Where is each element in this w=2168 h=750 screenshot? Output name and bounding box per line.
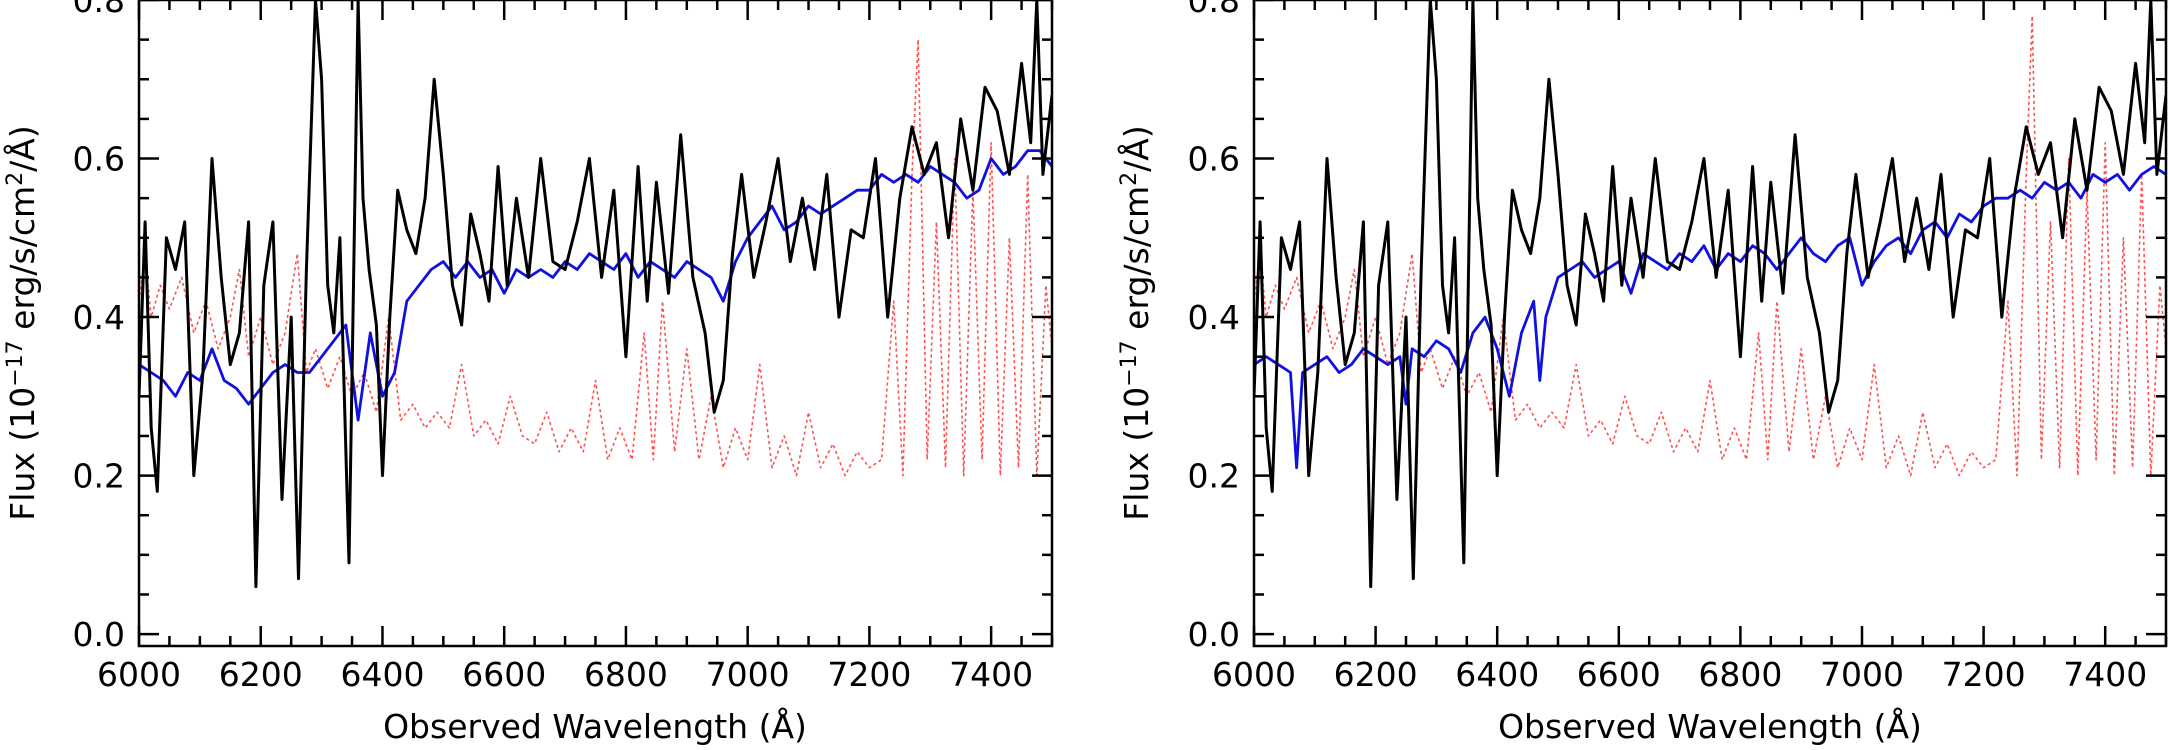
right-y-label-suffix: /Å) (1116, 125, 1156, 172)
right-y-tick-label: 0.6 (1188, 140, 1240, 179)
right-y-label-exponent: −17 (1117, 340, 1142, 386)
right-x-tick-label: 7400 (2063, 655, 2147, 694)
right-series-model-fit (1254, 165, 2166, 470)
left-x-tick-label: 6000 (97, 655, 181, 694)
right-spectrum-panel: 6000 6200 6400 6600 6800 7000 7200 7400 0.0 0.2 0.… (1116, 0, 2168, 746)
right-x-tick-label: 7000 (1820, 655, 1904, 694)
right-y-tick-label: 0.8 (1188, 0, 1240, 20)
left-y-label-suffix: /Å) (2, 125, 42, 172)
left-x-axis-label: Observed Wavelength (Å) (383, 706, 807, 746)
left-x-tick-label: 7000 (706, 655, 790, 694)
left-x-tick-label: 6400 (340, 655, 424, 694)
right-x-axis-label: Observed Wavelength (Å) (1498, 706, 1922, 746)
right-y-tick-label: 0.0 (1188, 615, 1240, 654)
right-y-label-exponent-2: 2 (1117, 172, 1142, 186)
left-y-tick-label: 0.6 (73, 140, 125, 179)
left-x-tick-label: 6200 (219, 655, 303, 694)
right-plot-frame (1252, 0, 2168, 648)
right-series-observed-spectrum (1254, 0, 2166, 589)
left-y-axis-label: Flux (10−17 erg/s/cm2/Å) (2, 125, 42, 520)
left-x-tick-label: 7200 (827, 655, 911, 694)
left-x-tick-label: 6800 (584, 655, 668, 694)
left-x-tick-label: 7400 (949, 655, 1033, 694)
right-tick-labels: 6000 6200 6400 6600 6800 7000 7200 7400 0.0 0.2 0.… (1188, 0, 2148, 694)
right-y-axis-label: Flux (10−17 erg/s/cm2/Å) (1116, 125, 1156, 520)
left-series-sky-error-spectrum (139, 38, 1052, 477)
left-y-label-exponent-2: 2 (3, 172, 28, 186)
right-y-label-prefix: Flux (10 (1117, 387, 1156, 521)
right-x-tick-label: 6000 (1212, 655, 1296, 694)
left-y-tick-label: 0.2 (73, 457, 125, 496)
left-series-group (139, 0, 1052, 589)
right-x-tick-label: 6600 (1577, 655, 1661, 694)
right-x-tick-label: 6800 (1698, 655, 1782, 694)
right-series-sky-error-spectrum (1254, 15, 2166, 477)
left-tick-marks (137, 0, 1054, 646)
right-y-tick-label: 0.2 (1188, 457, 1240, 496)
left-y-label-prefix: Flux (10 (3, 387, 42, 521)
right-x-tick-label: 7200 (1942, 655, 2026, 694)
right-x-tick-label: 6200 (1334, 655, 1418, 694)
left-x-tick-label: 6600 (462, 655, 546, 694)
right-x-tick-label: 6400 (1455, 655, 1539, 694)
left-series-observed-spectrum (139, 0, 1052, 589)
left-y-label-units: erg/s/cm (3, 186, 42, 340)
left-y-tick-label: 0.8 (73, 0, 125, 20)
right-y-tick-label: 0.4 (1188, 298, 1240, 337)
left-tick-labels: 6000 6200 6400 6600 6800 7000 7200 7400 0.0 0.2 0.… (73, 0, 1034, 694)
left-spectrum-panel: 6000 6200 6400 6600 6800 7000 7200 7400 0.0 0.2 0.… (2, 0, 1054, 746)
left-y-tick-label: 0.4 (73, 298, 125, 337)
left-y-label-exponent: −17 (3, 340, 28, 386)
left-y-tick-label: 0.0 (73, 615, 125, 654)
right-y-label-units: erg/s/cm (1117, 186, 1156, 340)
right-series-group (1254, 0, 2166, 589)
right-tick-marks (1252, 0, 2168, 646)
left-plot-frame (137, 0, 1054, 648)
